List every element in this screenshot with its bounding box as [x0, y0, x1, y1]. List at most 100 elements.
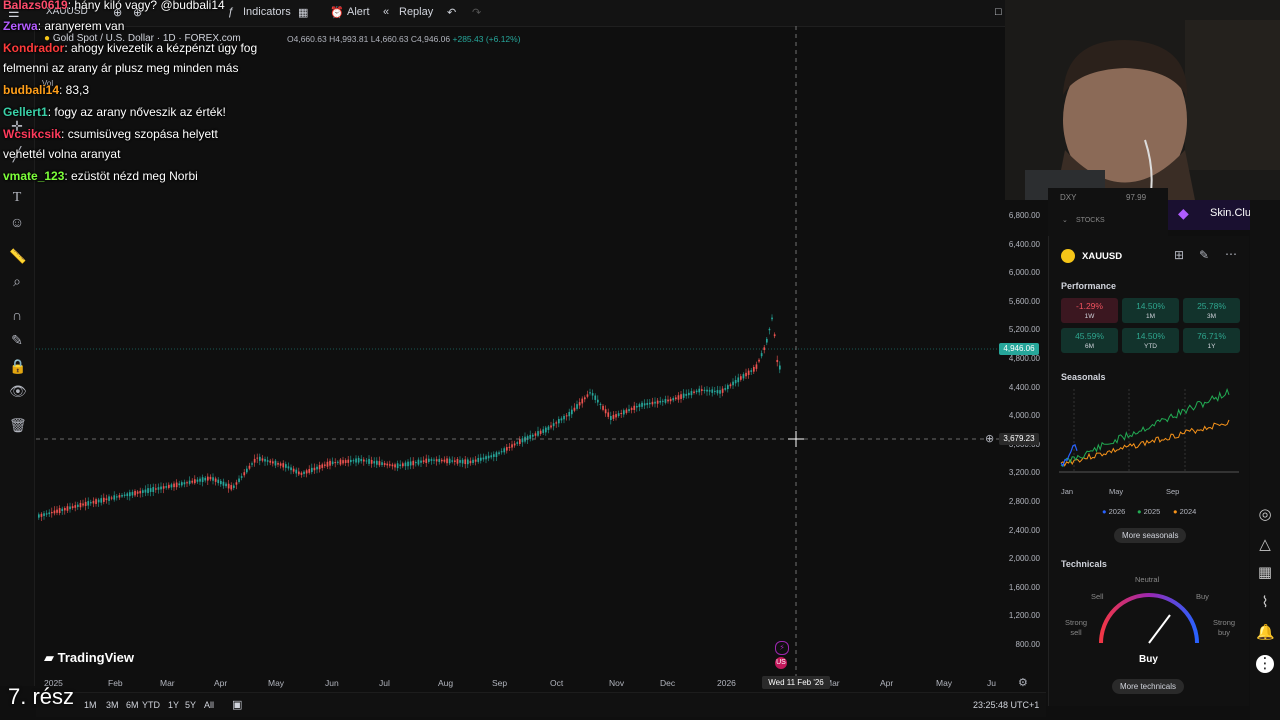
candle-body: [534, 433, 537, 436]
apps-icon[interactable]: ⋮: [1256, 655, 1274, 673]
candle-body: [246, 468, 248, 473]
candle-body: [168, 484, 170, 488]
event-flash-icon[interactable]: ⚡: [775, 641, 789, 655]
price-chart[interactable]: [0, 0, 1050, 720]
webcam-feed: [1005, 0, 1280, 200]
trash-icon[interactable]: 🗑: [9, 417, 27, 433]
clock-time[interactable]: 23:25:48 UTC+1: [973, 700, 1040, 710]
candle-body: [79, 502, 82, 508]
us-flag-icon[interactable]: US: [775, 657, 787, 669]
date-range-icon[interactable]: ▣: [232, 699, 243, 711]
chat-username[interactable]: Wcsikcsik: [3, 127, 62, 141]
seasonals-chart[interactable]: [1059, 384, 1241, 479]
add-symbol-icon[interactable]: ⊕: [133, 7, 143, 19]
stocks-chevron-icon[interactable]: ⌄: [1062, 217, 1068, 224]
seasonals-legend-item[interactable]: ● 2024: [1173, 507, 1196, 516]
calendar-icon[interactable]: ▦: [1257, 564, 1273, 581]
candle-body: [758, 359, 760, 362]
settings-gear-icon[interactable]: ⚙: [1018, 677, 1028, 689]
dxy-label[interactable]: DXY: [1060, 193, 1077, 202]
ruler-tool-icon[interactable]: 📏: [9, 248, 27, 264]
chat-username[interactable]: vmate_123: [3, 169, 65, 183]
chat-username[interactable]: Kondrador: [3, 41, 65, 55]
performance-cell[interactable]: 14.50% YTD: [1122, 328, 1179, 353]
emoji-tool-icon[interactable]: ☺: [9, 214, 25, 230]
candle-body: [144, 489, 147, 493]
candle-body: [123, 494, 126, 496]
chat-username[interactable]: budbali14: [3, 83, 60, 97]
candle-body: [248, 465, 251, 469]
chat-username[interactable]: Balazs0619: [3, 0, 68, 12]
price-axis-label: 2,000.00: [1008, 554, 1040, 564]
candle-body: [607, 412, 610, 417]
candle-body: [121, 494, 123, 497]
candle-body: [90, 502, 92, 504]
price-axis[interactable]: 6,800.00 6,400.00 6,000.00 5,600.00 5,200.00…: [996, 0, 1040, 700]
panel-symbol[interactable]: XAUUSD: [1082, 251, 1123, 262]
range-button-5y[interactable]: 5Y: [185, 700, 197, 710]
chat-username[interactable]: Zerwa: [3, 19, 38, 33]
performance-cell[interactable]: -1.29% 1W: [1061, 298, 1118, 323]
redo-icon[interactable]: ↷: [472, 7, 482, 19]
replay-button[interactable]: Replay: [399, 6, 434, 18]
legend-title[interactable]: Gold Spot / U.S. Dollar · 1D · FOREX.com: [52, 33, 241, 44]
range-button-all[interactable]: All: [204, 700, 215, 710]
range-button-1y[interactable]: 1Y: [168, 700, 180, 710]
performance-cell[interactable]: 76.71% 1Y: [1183, 328, 1240, 353]
range-button-ytd[interactable]: YTD: [142, 700, 160, 710]
more-icon[interactable]: ⋯: [1225, 247, 1237, 261]
alert-button[interactable]: Alert: [347, 6, 370, 18]
technicals-title[interactable]: Technicals: [1061, 559, 1107, 569]
seasonals-title[interactable]: Seasonals: [1061, 372, 1106, 382]
lock-icon[interactable]: 🔒: [9, 358, 27, 374]
edit-icon[interactable]: ✎: [1199, 248, 1210, 262]
target-icon[interactable]: ◎: [1258, 506, 1272, 523]
templates-icon[interactable]: ▦: [298, 7, 309, 19]
seasonals-month-label: May: [1109, 487, 1124, 496]
trendline-tool-icon[interactable]: ╱: [12, 146, 22, 162]
performance-cell[interactable]: 25.78% 3M: [1183, 298, 1240, 323]
compare-icon[interactable]: ⊕: [113, 7, 123, 19]
tradingview-logo[interactable]: ▰ TradingView: [44, 650, 134, 666]
candle-body: [178, 483, 181, 486]
range-button-3m[interactable]: 3M: [106, 700, 119, 710]
symbol-search[interactable]: XAUUSD: [46, 6, 88, 17]
grid-icon[interactable]: ⊞: [1174, 248, 1185, 262]
undo-icon[interactable]: ↶: [447, 7, 457, 19]
legend-dot-icon: ●: [1173, 507, 1180, 516]
layout-icon[interactable]: □: [995, 6, 1002, 18]
candle-body: [329, 460, 331, 466]
candle-body: [155, 488, 157, 490]
time-axis[interactable]: 2025 Feb Mar Apr May Jun Jul Aug Sep Oct Nov Dec 202…: [36, 676, 1000, 690]
chat-username[interactable]: Gellert1: [3, 105, 48, 119]
zoom-tool-icon[interactable]: ⌕: [13, 273, 21, 289]
candle-body: [311, 467, 313, 473]
performance-cell[interactable]: 45.59% 6M: [1061, 328, 1118, 353]
stocks-section[interactable]: STOCKS: [1076, 217, 1105, 224]
magnet-tool-icon[interactable]: ∩: [11, 307, 23, 323]
range-button-1m[interactable]: 1M: [84, 700, 97, 710]
indicators-button[interactable]: Indicators: [243, 6, 291, 18]
notifications-icon[interactable]: 🔔: [1256, 624, 1275, 641]
candle-body: [727, 385, 729, 390]
text-tool-icon[interactable]: T: [12, 190, 22, 205]
menu-icon[interactable]: ☰: [8, 5, 20, 20]
ideas-icon[interactable]: △: [1259, 536, 1271, 553]
performance-cell[interactable]: 14.50% 1M: [1122, 298, 1179, 323]
candle-body: [698, 388, 701, 393]
crosshair-tool-icon[interactable]: ✛: [11, 118, 23, 134]
more-seasonals-button[interactable]: More seasonals: [1114, 528, 1187, 543]
more-technicals-button[interactable]: More technicals: [1112, 679, 1185, 694]
time-axis-label: Apr: [214, 678, 228, 688]
candle-body: [266, 460, 269, 462]
candle-body: [433, 459, 435, 461]
seasonals-legend-item[interactable]: ● 2025: [1137, 507, 1160, 516]
add-price-icon[interactable]: ⊕: [985, 433, 995, 445]
eye-icon[interactable]: 👁: [9, 383, 27, 399]
stay-drawing-icon[interactable]: ✎: [11, 332, 23, 348]
seasonals-legend-label: 2025: [1143, 507, 1161, 516]
ohlc-open: O4,660.63: [287, 34, 327, 44]
range-button-6m[interactable]: 6M: [126, 700, 139, 710]
feed-icon[interactable]: ⌇: [1261, 594, 1269, 611]
seasonals-legend-item[interactable]: ● 2026: [1102, 507, 1125, 516]
